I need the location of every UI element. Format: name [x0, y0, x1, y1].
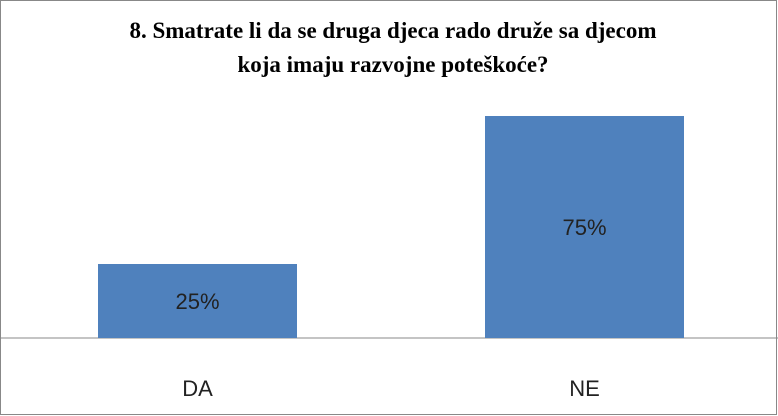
- chart-title-line: 8. Smatrate li da se druga djeca rado dr…: [129, 18, 656, 43]
- x-tick-label: NE: [569, 376, 600, 401]
- chart-title-line: koja imaju razvojne poteškoće?: [237, 52, 548, 77]
- value-label: 75%: [562, 215, 606, 240]
- value-label: 25%: [175, 289, 219, 314]
- bar: [98, 264, 297, 338]
- bar: [485, 116, 684, 338]
- x-tick-label: DA: [182, 376, 213, 401]
